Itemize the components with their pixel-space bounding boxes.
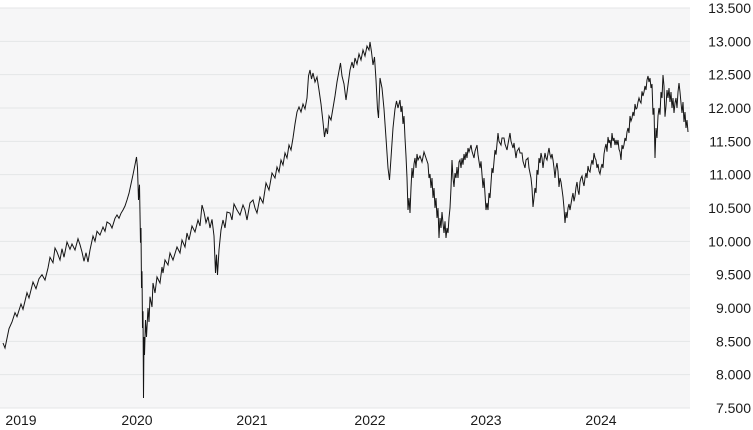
y-tick-label: 12.500 — [708, 67, 751, 83]
gridlines — [0, 7, 690, 409]
price-line — [2, 41, 689, 399]
y-tick-label: 10.000 — [708, 233, 751, 249]
y-tick-label: 10.500 — [708, 200, 751, 216]
x-tick-label: 2024 — [585, 412, 616, 428]
y-tick-label: 11.500 — [709, 133, 751, 149]
y-tick-label: 9.000 — [716, 300, 751, 316]
y-tick-label: 13.500 — [708, 0, 751, 16]
x-tick-label: 2020 — [121, 412, 152, 428]
x-tick-label: 2022 — [354, 412, 385, 428]
y-tick-label: 12.000 — [708, 100, 751, 116]
y-tick-label: 13.000 — [708, 33, 751, 49]
y-tick-label: 9.500 — [716, 267, 751, 283]
x-tick-label: 2021 — [236, 412, 267, 428]
y-tick-label: 8.000 — [716, 367, 751, 383]
x-axis-labels: 2019 2020 2021 2022 2023 2024 — [5, 412, 616, 428]
y-axis-labels: 13.500 13.000 12.500 12.000 11.500 11.000 10.5… — [708, 0, 751, 416]
x-tick-label: 2023 — [470, 412, 501, 428]
y-tick-label: 11.000 — [709, 167, 751, 183]
y-tick-label: 7.500 — [716, 400, 751, 416]
x-tick-label: 2019 — [5, 412, 36, 428]
y-tick-label: 8.500 — [716, 333, 751, 349]
